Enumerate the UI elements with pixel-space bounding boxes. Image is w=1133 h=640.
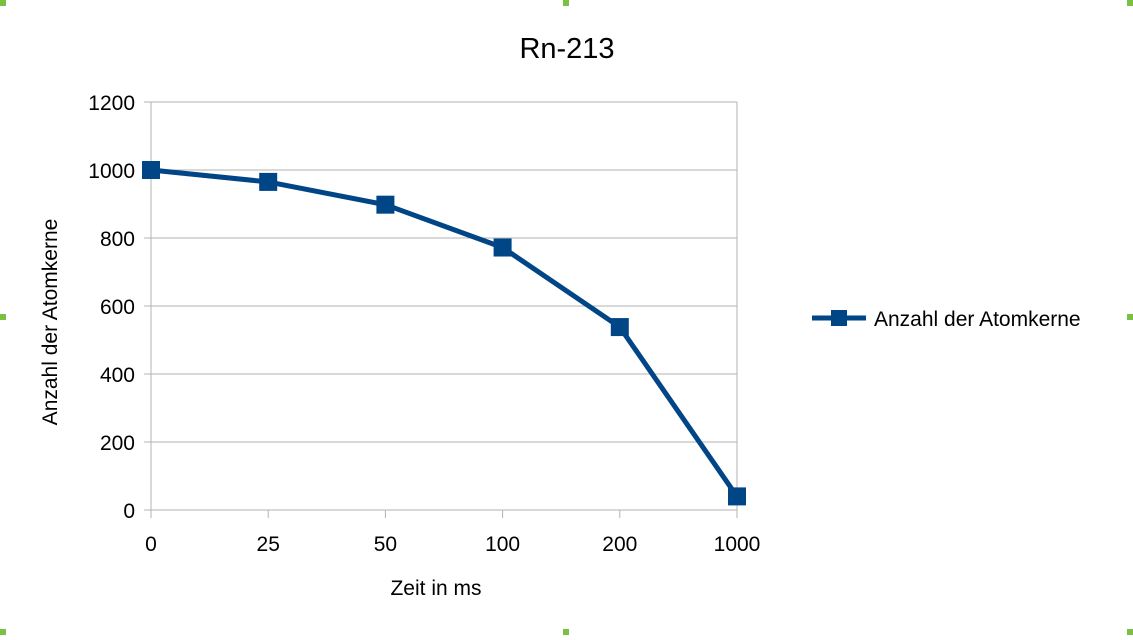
selection-handle-middle-left[interactable]: [0, 314, 6, 320]
data-point: [493, 238, 512, 257]
y-tick-label: 1200: [88, 92, 135, 115]
legend: Anzahl der Atomkerne: [812, 308, 1081, 331]
series-line: [150, 167, 740, 498]
data-point: [728, 487, 746, 506]
gridlines: [151, 101, 737, 443]
selection-handle-bottom-center[interactable]: [563, 629, 569, 635]
y-tick-label: 600: [100, 296, 135, 319]
x-tick-label: 50: [374, 533, 397, 556]
x-tick-label: 200: [602, 533, 637, 556]
selection-handle-top-right[interactable]: [1127, 0, 1133, 6]
y-tick-label: 800: [100, 228, 135, 251]
y-tick-label: 400: [100, 364, 135, 387]
data-point: [610, 318, 629, 337]
chart-title: Rn-213: [519, 33, 614, 65]
selection-handle-bottom-left[interactable]: [0, 629, 6, 635]
selection-handle-bottom-right[interactable]: [1127, 629, 1133, 635]
y-tick-labels: 0 200 400 600 800 1000 1200: [88, 92, 135, 523]
y-axis-title: Anzahl der Atomkerne: [39, 219, 62, 426]
y-tick-label: 0: [123, 500, 135, 523]
data-point: [376, 195, 395, 214]
x-tick-label: 25: [257, 533, 280, 556]
data-point: [142, 161, 160, 179]
series: [142, 161, 746, 506]
selection-handle-middle-right[interactable]: [1127, 314, 1133, 320]
x-tick-label: 100: [485, 533, 520, 556]
axes: [144, 101, 738, 518]
x-tick-labels: 0 25 50 100 200 1000: [145, 533, 760, 556]
selection-handle-top-center[interactable]: [563, 0, 569, 6]
x-axis-title: Zeit in ms: [390, 577, 481, 600]
y-tick-label: 200: [100, 432, 135, 455]
selection-handle-top-left[interactable]: [0, 0, 6, 6]
legend-marker-swatch: [831, 310, 847, 326]
y-tick-label: 1000: [88, 160, 135, 183]
data-point: [259, 172, 278, 191]
x-tick-label: 0: [145, 533, 157, 556]
x-tick-label: 1000: [714, 533, 761, 556]
legend-entry-label: Anzahl der Atomkerne: [874, 308, 1081, 331]
